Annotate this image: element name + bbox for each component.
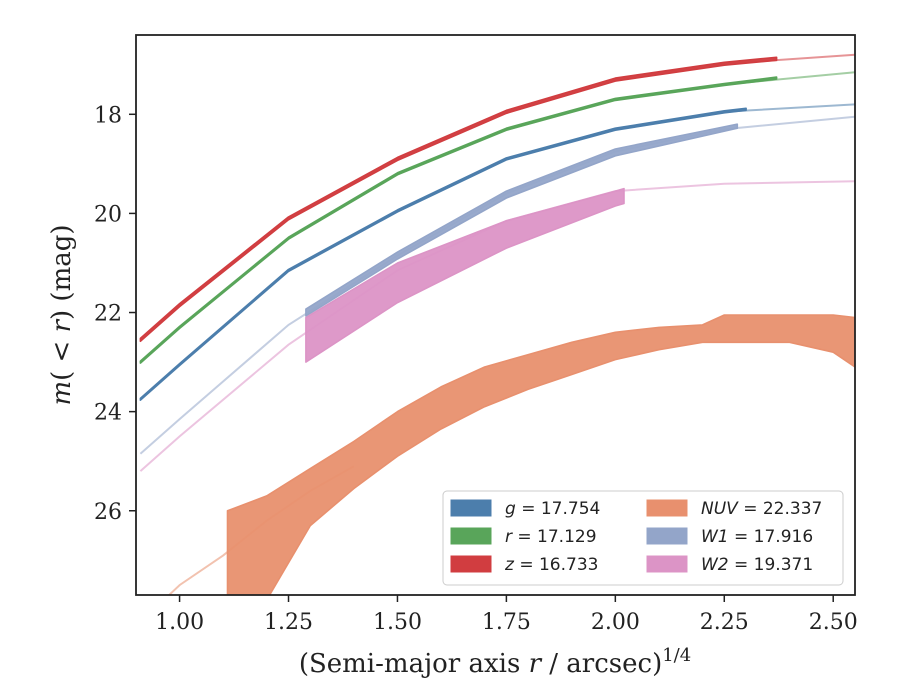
y-axis-title: m( < r) (mag) <box>47 224 77 405</box>
x-tick-label: 1.00 <box>155 610 204 635</box>
band-w2 <box>305 187 625 363</box>
legend-swatch-g <box>450 499 492 517</box>
legend-swatch-nuv <box>646 499 688 517</box>
legend-label-r: r = 17.129 <box>505 527 597 547</box>
legend-swatch-w2 <box>646 555 688 573</box>
legend-swatch-z <box>450 555 492 573</box>
x-tick-label: 2.50 <box>809 610 858 635</box>
legend-label-w2: W2 = 19.371 <box>701 555 813 575</box>
y-tick-label: 22 <box>94 302 122 327</box>
x-tick-label: 2.25 <box>700 610 749 635</box>
legend-label-nuv: NUV = 22.337 <box>701 499 822 519</box>
x-tick-label: 2.00 <box>591 610 640 635</box>
data-bands <box>139 56 855 595</box>
plot-frame <box>135 34 856 596</box>
legend-swatch-w1 <box>646 527 688 545</box>
x-axis-ticks: 1.00 1.25 1.50 1.75 2.00 2.25 2.50 <box>155 595 858 635</box>
x-axis-title: (Semi-major axis r / arcsec)1/4 <box>299 645 691 679</box>
legend-label-g: g = 17.754 <box>505 499 600 519</box>
band-g <box>139 107 747 402</box>
legend-box <box>442 490 844 586</box>
y-tick-label: 20 <box>94 202 122 227</box>
y-tick-label: 24 <box>94 401 122 426</box>
x-tick-label: 1.25 <box>264 610 313 635</box>
band-nuv <box>226 314 855 595</box>
legend-label-z: z = 16.733 <box>504 555 598 575</box>
y-tick-label: 26 <box>94 500 122 525</box>
legend-swatch-r <box>450 527 492 545</box>
x-tick-label: 1.50 <box>373 610 422 635</box>
band-r <box>139 76 778 364</box>
band-z <box>139 56 778 343</box>
x-tick-label: 1.75 <box>482 610 531 635</box>
y-axis-ticks: 18 20 22 24 26 <box>94 103 136 525</box>
legend-label-w1: W1 = 17.916 <box>701 527 813 547</box>
band-w1 <box>305 123 739 317</box>
y-tick-label: 18 <box>94 103 122 128</box>
legend: g = 17.754 NUV = 22.337 r = 17.129 W1 = 17.… <box>442 490 844 586</box>
